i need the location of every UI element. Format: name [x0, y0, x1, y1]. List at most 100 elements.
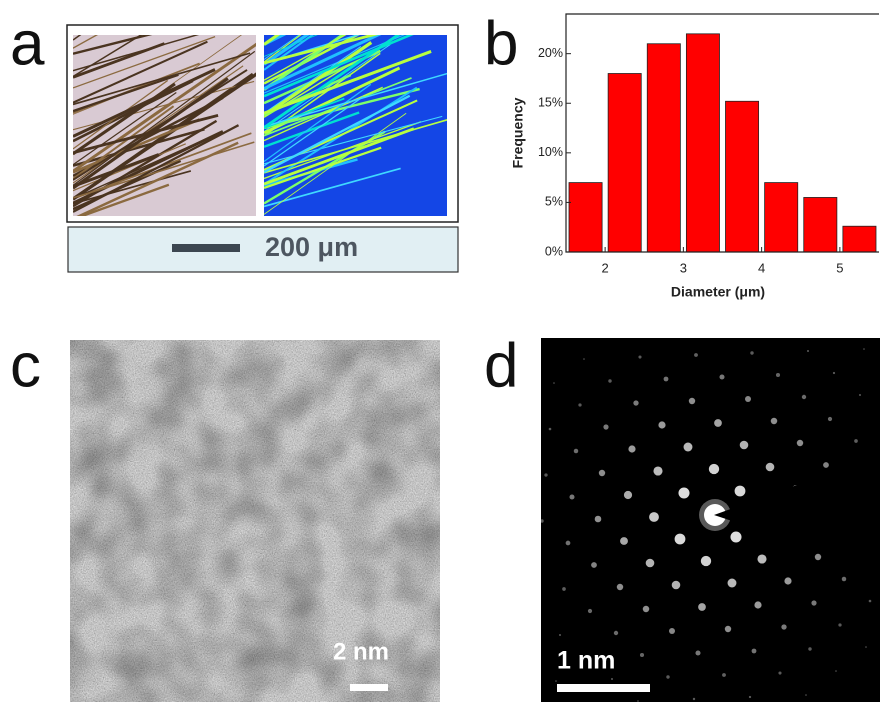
spot — [869, 600, 872, 603]
spot — [719, 374, 724, 379]
spot — [595, 516, 602, 523]
spot — [628, 445, 635, 452]
spot — [749, 696, 751, 698]
spot — [544, 473, 547, 476]
panel-label: d — [484, 331, 518, 400]
spot — [754, 601, 761, 608]
spot — [540, 519, 543, 522]
spot — [640, 653, 644, 657]
spot — [617, 584, 623, 590]
spot — [603, 424, 608, 429]
spot — [613, 334, 615, 336]
spot — [784, 577, 791, 584]
spot — [854, 439, 858, 443]
spot — [649, 512, 659, 522]
spot — [549, 428, 552, 431]
bar — [608, 74, 641, 253]
spot — [725, 330, 727, 332]
figure: a b c d 200 μm 0%5%10%15%20%2345Diameter… — [0, 0, 880, 702]
spot — [797, 440, 803, 446]
x-tick-label: 4 — [758, 260, 765, 275]
y-tick-label: 5% — [545, 195, 563, 209]
spot — [838, 623, 841, 626]
spot — [808, 647, 811, 650]
spot — [669, 628, 675, 634]
spot — [643, 310, 645, 312]
spot — [694, 353, 698, 357]
y-axis-label: Frequency — [510, 97, 526, 168]
bar — [726, 101, 759, 252]
spot — [807, 350, 809, 352]
spot — [678, 487, 689, 498]
spot — [559, 634, 561, 636]
y-tick-label: 0% — [545, 244, 563, 258]
bar — [569, 183, 602, 252]
spot — [537, 566, 540, 569]
spot — [728, 579, 737, 588]
spot — [533, 612, 535, 614]
spot — [709, 464, 719, 474]
scale-bar — [350, 684, 388, 691]
scale-label: 2 nm — [333, 638, 389, 665]
spot — [569, 494, 574, 499]
spot — [562, 587, 566, 591]
spot — [837, 326, 839, 328]
spot — [725, 626, 731, 632]
spot — [701, 556, 711, 566]
spot — [638, 355, 641, 358]
spot — [863, 348, 865, 350]
scale-bar — [557, 684, 650, 692]
spot — [666, 675, 669, 678]
spot — [835, 670, 837, 672]
bar — [647, 44, 680, 252]
spot — [566, 541, 571, 546]
spot — [675, 534, 686, 545]
spot — [805, 694, 807, 696]
spot — [823, 462, 829, 468]
spot — [695, 650, 700, 655]
spot — [555, 680, 557, 682]
spot — [757, 554, 766, 563]
spot — [755, 306, 757, 308]
spot — [591, 562, 597, 568]
spot — [684, 443, 693, 452]
spot — [776, 373, 780, 377]
spot — [752, 649, 757, 654]
spot — [714, 419, 722, 427]
spot — [735, 486, 746, 497]
y-tick-label: 20% — [538, 46, 563, 60]
spot — [608, 379, 611, 382]
spot — [643, 606, 650, 613]
spot — [766, 463, 775, 472]
spot — [828, 417, 832, 421]
spot — [485, 522, 487, 524]
spot — [574, 449, 579, 454]
spot — [583, 358, 585, 360]
spot — [740, 441, 749, 450]
spot — [781, 328, 783, 330]
spot — [658, 421, 665, 428]
spot — [523, 406, 525, 408]
spot — [781, 624, 786, 629]
spot — [515, 498, 517, 500]
spot — [778, 671, 781, 674]
scale-box — [68, 227, 458, 272]
spot — [624, 491, 632, 499]
spot — [693, 698, 695, 700]
spot — [833, 372, 835, 374]
spot — [811, 600, 816, 605]
panel-label: a — [10, 9, 45, 78]
spot — [664, 377, 669, 382]
spot — [653, 466, 662, 475]
spot — [588, 609, 592, 613]
spot — [611, 678, 613, 680]
spot — [698, 603, 706, 611]
spot — [646, 559, 655, 568]
x-axis-label: Diameter (μm) — [671, 284, 765, 300]
spot — [689, 398, 695, 404]
bar — [804, 197, 837, 252]
spot — [511, 544, 513, 546]
y-tick-label: 10% — [538, 145, 563, 159]
spot — [771, 418, 778, 425]
bar — [765, 183, 798, 252]
